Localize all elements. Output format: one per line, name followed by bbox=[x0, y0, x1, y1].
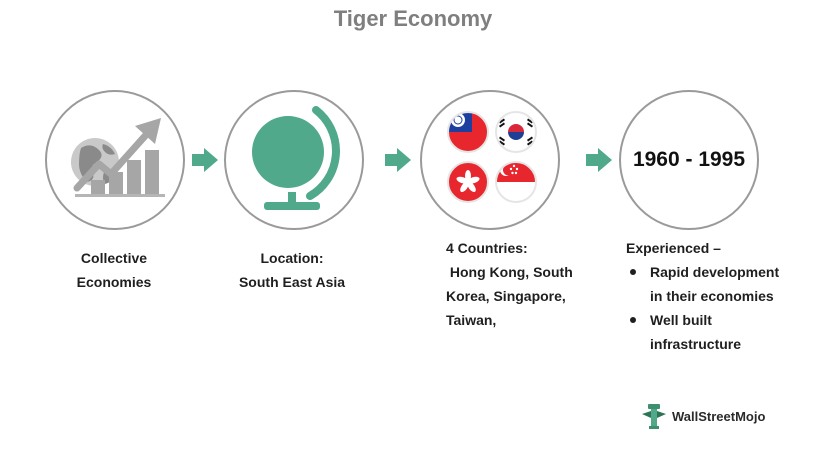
caption-line: 4 Countries: bbox=[446, 240, 528, 256]
bullet-line: infrastructure bbox=[650, 336, 742, 352]
page-title: Tiger Economy bbox=[333, 6, 493, 31]
brand-name: WallStreetMojo bbox=[672, 408, 766, 424]
singapore-flag-icon bbox=[496, 162, 536, 202]
bullet-line: Well built bbox=[650, 312, 712, 328]
hong-kong-flag-icon bbox=[448, 162, 488, 202]
caption-heading: Experienced – bbox=[626, 240, 721, 256]
globe-icon bbox=[252, 106, 340, 210]
country-flags-icon bbox=[447, 111, 537, 203]
caption-line: Collective bbox=[80, 250, 148, 266]
caption-experienced: Experienced – Rapid development in their… bbox=[626, 236, 816, 356]
caption-countries: 4 Countries: Hong Kong, South Korea, Sin… bbox=[446, 236, 596, 332]
step-arrow bbox=[586, 148, 612, 172]
step-circle-countries bbox=[420, 90, 560, 230]
bullet-list: Rapid development in their economies Wel… bbox=[626, 260, 816, 356]
caption-line: Location: bbox=[260, 250, 324, 266]
period-years: 1960 - 1995 bbox=[632, 148, 746, 171]
caption-line: Korea, Singapore, bbox=[446, 288, 566, 304]
bullet-line: in their economies bbox=[650, 288, 774, 304]
step-circle-period: 1960 - 1995 bbox=[619, 90, 759, 230]
caption-line: Economies bbox=[76, 274, 152, 290]
brand-logo: WallStreetMojo bbox=[640, 401, 765, 431]
growth-chart-globe-icon bbox=[71, 118, 165, 197]
caption-collective-economies: Collective Economies bbox=[50, 246, 178, 294]
step-circle-collective-economies bbox=[45, 90, 185, 230]
caption-line: South East Asia bbox=[238, 274, 346, 290]
south-korea-flag-icon bbox=[496, 112, 536, 152]
bullet-line: Rapid development bbox=[650, 264, 780, 280]
step-arrow bbox=[385, 148, 411, 172]
wallstreetmojo-logo-icon bbox=[642, 404, 666, 429]
caption-location: Location: South East Asia bbox=[222, 246, 362, 294]
bullet-item: Rapid development in their economies bbox=[626, 260, 816, 308]
step-circle-location bbox=[224, 90, 364, 230]
caption-line: Hong Kong, South bbox=[446, 264, 573, 280]
taiwan-flag-icon bbox=[448, 112, 488, 152]
caption-line: Taiwan, bbox=[446, 312, 497, 328]
step-arrow bbox=[192, 148, 218, 172]
bullet-item: Well built infrastructure bbox=[626, 308, 816, 356]
